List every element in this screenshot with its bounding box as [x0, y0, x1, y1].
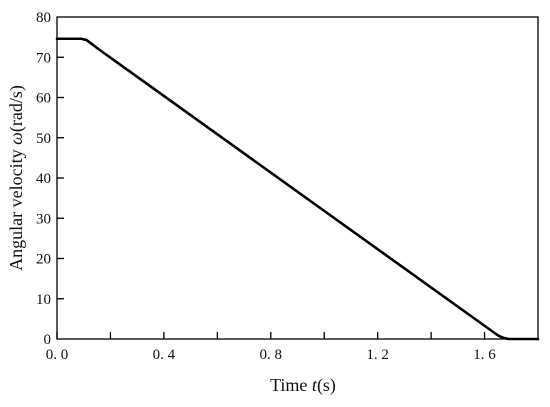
- y-tick-label: 60: [36, 91, 51, 107]
- y-axis-ticks: 0 10 20 30 40 50 60 70 80: [36, 10, 64, 348]
- y-axis-label: Angular velocity ω(rad/s): [6, 85, 27, 271]
- x-tick-label: 1. 6: [473, 347, 496, 363]
- x-axis-ticks: 0. 0 0. 4 0. 8 1. 2 1. 6: [46, 332, 496, 363]
- y-tick-label: 0: [44, 332, 52, 348]
- series-group: [55, 37, 540, 341]
- y-tick-label: 10: [36, 292, 51, 308]
- y-tick-label: 50: [36, 131, 51, 147]
- series-line-0: [55, 37, 540, 341]
- y-tick-label: 80: [36, 10, 51, 26]
- x-minor-ticks: [109, 332, 432, 339]
- y-tick-label: 20: [36, 252, 51, 268]
- x-tick-label: 0. 4: [153, 347, 176, 363]
- x-tick-label: 1. 2: [366, 347, 389, 363]
- plot-frame: [56, 16, 539, 340]
- y-tick-label: 70: [36, 50, 51, 66]
- plot-area-border: [56, 16, 539, 340]
- x-tick-label: 0. 8: [260, 347, 283, 363]
- y-tick-label: 40: [36, 171, 51, 187]
- x-tick-label: 0. 0: [46, 347, 69, 363]
- y-tick-label: 30: [36, 211, 51, 227]
- x-axis-label: Time t(s): [270, 375, 336, 396]
